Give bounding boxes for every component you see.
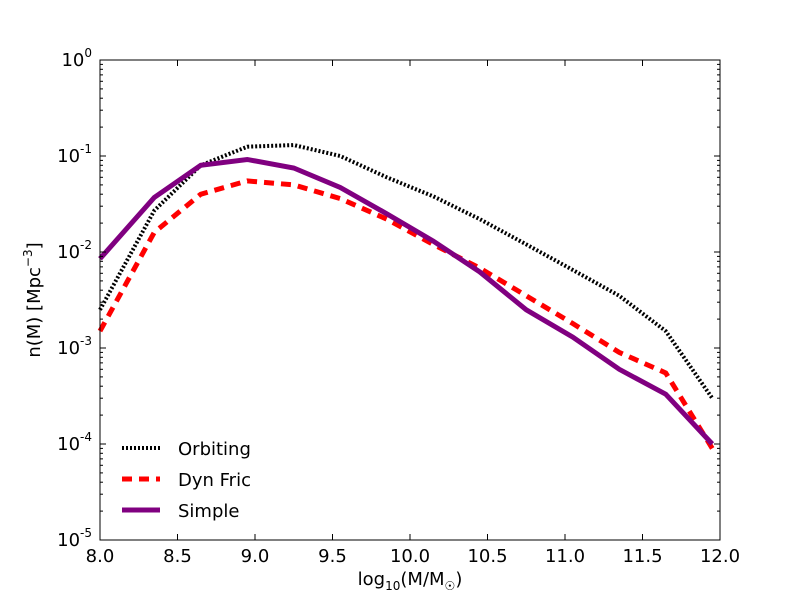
legend: Orbiting Dyn Fric Simple bbox=[122, 439, 251, 522]
x-axis-label-base: log bbox=[358, 569, 385, 590]
series-line-dyn-fric bbox=[97, 178, 715, 450]
y-tick-label: 10-2 bbox=[57, 238, 92, 263]
y-tick-label: 10-5 bbox=[57, 526, 92, 551]
x-axis-label-subscript: 10 bbox=[385, 579, 400, 593]
x-axis-ticks: 8.0 8.5 9.0 9.5 10.0 10.5 11.0 11.5 12.0 bbox=[86, 60, 740, 567]
y-axis-label-superscript: −3 bbox=[21, 249, 35, 267]
y-tick-label: 10-1 bbox=[57, 142, 92, 167]
y-tick-label: 10-4 bbox=[57, 430, 92, 455]
x-tick-label: 11.0 bbox=[545, 546, 585, 567]
series-line-orbiting bbox=[98, 143, 714, 400]
x-axis-label-sun: ☉ bbox=[445, 579, 456, 593]
series-layer bbox=[97, 143, 715, 450]
x-tick-label: 12.0 bbox=[700, 546, 740, 567]
y-axis-label: n(M) [Mpc−3] bbox=[21, 242, 45, 357]
x-tick-label: 8.0 bbox=[86, 546, 115, 567]
y-axis-label-base: n(M) [Mpc bbox=[24, 267, 45, 358]
legend-label-simple: Simple bbox=[178, 501, 239, 522]
legend-label-orbiting: Orbiting bbox=[178, 439, 251, 460]
x-axis-label: log10(M/M☉) bbox=[358, 569, 463, 593]
y-tick-label: 100 bbox=[61, 46, 92, 71]
x-axis-label-close: ) bbox=[455, 569, 462, 590]
x-tick-label: 10.5 bbox=[467, 546, 507, 567]
x-tick-label: 9.5 bbox=[318, 546, 347, 567]
y-axis-label-close: ] bbox=[24, 242, 45, 249]
legend-label-dyn-fric: Dyn Fric bbox=[178, 470, 251, 491]
y-axis-ticks: 100 10-1 10-2 10-3 10-4 10-5 bbox=[57, 46, 720, 551]
x-tick-label: 8.5 bbox=[163, 546, 192, 567]
y-tick-label: 10-3 bbox=[57, 334, 92, 359]
x-tick-label: 11.5 bbox=[622, 546, 662, 567]
x-tick-label: 9.0 bbox=[241, 546, 270, 567]
x-tick-label: 10.0 bbox=[390, 546, 430, 567]
x-axis-label-mid: (M/M bbox=[400, 569, 444, 590]
series-line-simple bbox=[98, 156, 715, 446]
